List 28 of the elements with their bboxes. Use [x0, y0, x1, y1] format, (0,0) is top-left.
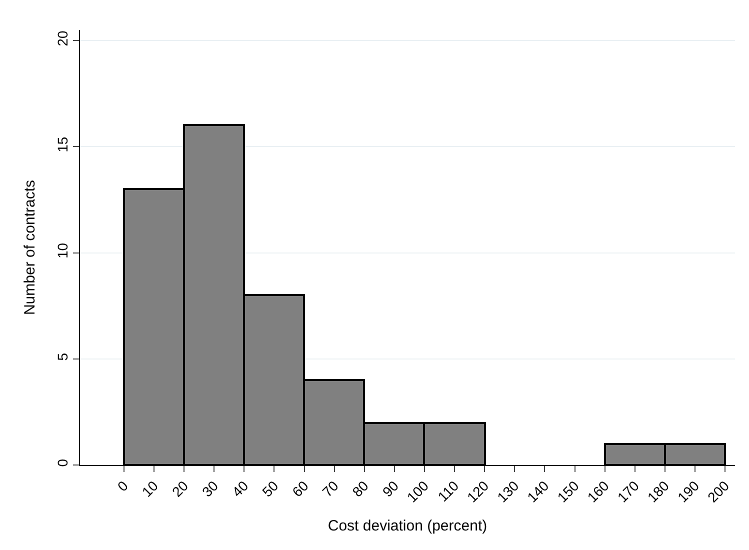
x-tick-label: 70: [319, 477, 342, 500]
x-axis-title: Cost deviation (percent): [328, 517, 488, 534]
y-tick-label: 0: [54, 458, 70, 467]
x-tick-label: 20: [168, 477, 192, 500]
x-tick-label: 170: [614, 477, 642, 506]
x-tick-label: 80: [349, 477, 372, 500]
x-tick-label: 140: [524, 477, 552, 506]
x-tick-label: 150: [554, 477, 582, 506]
y-tick-label: 20: [54, 30, 70, 46]
x-tick-label: 110: [434, 477, 462, 505]
y-tick-label: 15: [54, 136, 70, 152]
y-tick-label: 5: [54, 352, 70, 361]
x-tick-label: 50: [258, 477, 282, 500]
x-tick-label: 30: [198, 477, 222, 500]
x-tick-label: 90: [379, 477, 402, 500]
x-tick-label: 0: [114, 477, 132, 494]
x-tick-label: 160: [584, 477, 612, 506]
x-tick-label: 100: [404, 477, 432, 506]
y-tick-label: 10: [54, 242, 70, 258]
x-tick-label: 40: [228, 477, 252, 500]
y-axis-title: Number of contracts: [22, 180, 39, 316]
x-tick-label: 120: [464, 477, 492, 506]
x-tick-label: 180: [644, 477, 672, 506]
x-tick-label: 190: [674, 477, 702, 506]
x-tick-label: 130: [494, 477, 522, 506]
x-tick-label: 60: [288, 477, 312, 500]
x-tick-label: 10: [138, 477, 162, 500]
x-tick-label: 200: [704, 477, 732, 506]
